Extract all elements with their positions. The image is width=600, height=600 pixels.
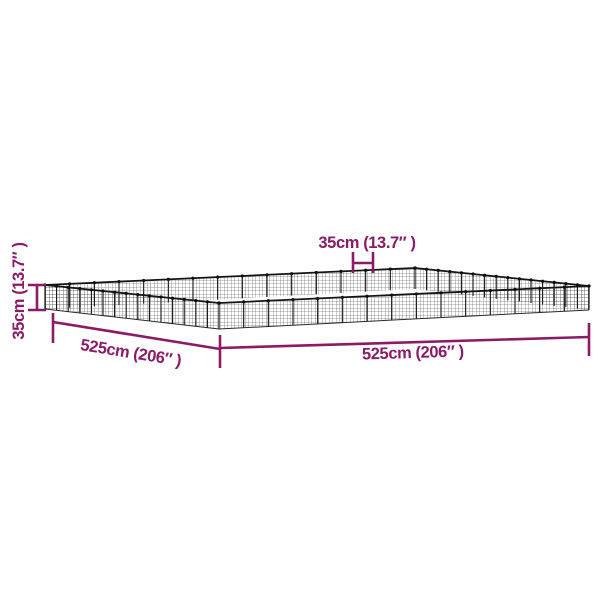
- wall-height-label: 35cm (13.7″ ): [10, 242, 28, 339]
- side-front-label: 525cm (206″ ): [362, 342, 464, 363]
- side-left-dimension-line: [51, 313, 221, 351]
- height-dimension-bracket: [28, 283, 46, 312]
- side-front-dimension-line: [218, 323, 591, 368]
- cage-panel-posts: [43, 266, 591, 329]
- cage-bottom-edges: [44, 308, 590, 330]
- cage-enclosure: [43, 266, 591, 330]
- panel-width-dimension-bracket: [351, 252, 375, 273]
- dimension-lines: [28, 252, 591, 368]
- panel-width-label: 35cm (13.7″ ): [318, 234, 415, 252]
- cage-wall-front-left: [45, 285, 219, 329]
